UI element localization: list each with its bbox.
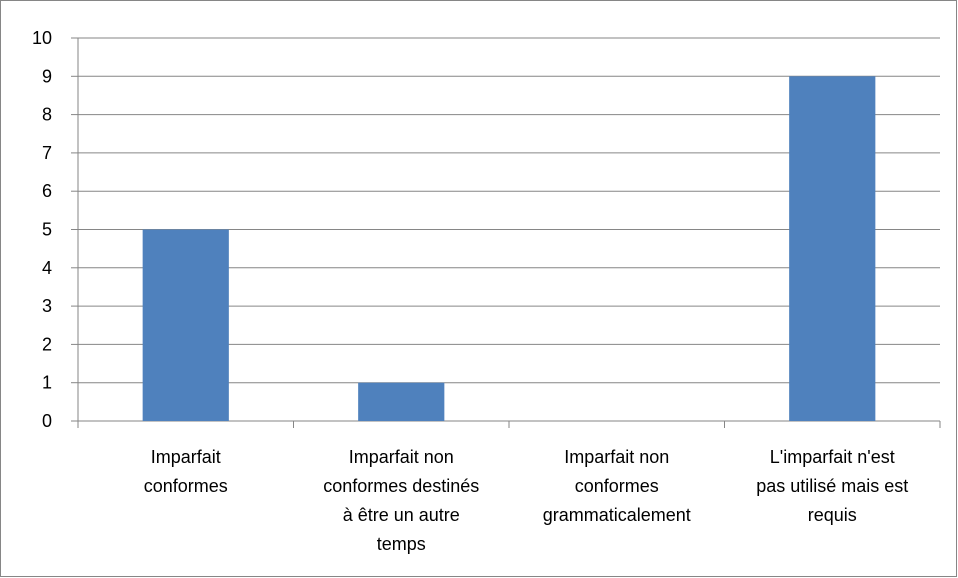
bar [358, 382, 445, 421]
y-tick-label: 1 [42, 373, 52, 393]
x-tick-label: L'imparfait n'est pas utilisé mais est req… [756, 447, 908, 525]
x-tick-label: Imparfait non conformes grammaticalement [543, 447, 691, 525]
y-tick-label: 8 [42, 105, 52, 125]
y-tick-label: 5 [42, 220, 52, 240]
y-tick-label: 2 [42, 334, 52, 354]
y-tick-label: 6 [42, 181, 52, 201]
y-tick-label: 4 [42, 258, 52, 278]
y-tick-label: 3 [42, 296, 52, 316]
x-tick-label: Imparfait conformes [144, 447, 228, 496]
bar [789, 76, 876, 422]
y-tick-label: 0 [42, 411, 52, 431]
x-tick-label: Imparfait non conformes destinés à être un… [323, 447, 479, 554]
y-tick-label: 9 [42, 66, 52, 86]
bar [142, 229, 229, 421]
y-tick-label: 10 [32, 28, 52, 48]
y-tick-label: 7 [42, 143, 52, 163]
